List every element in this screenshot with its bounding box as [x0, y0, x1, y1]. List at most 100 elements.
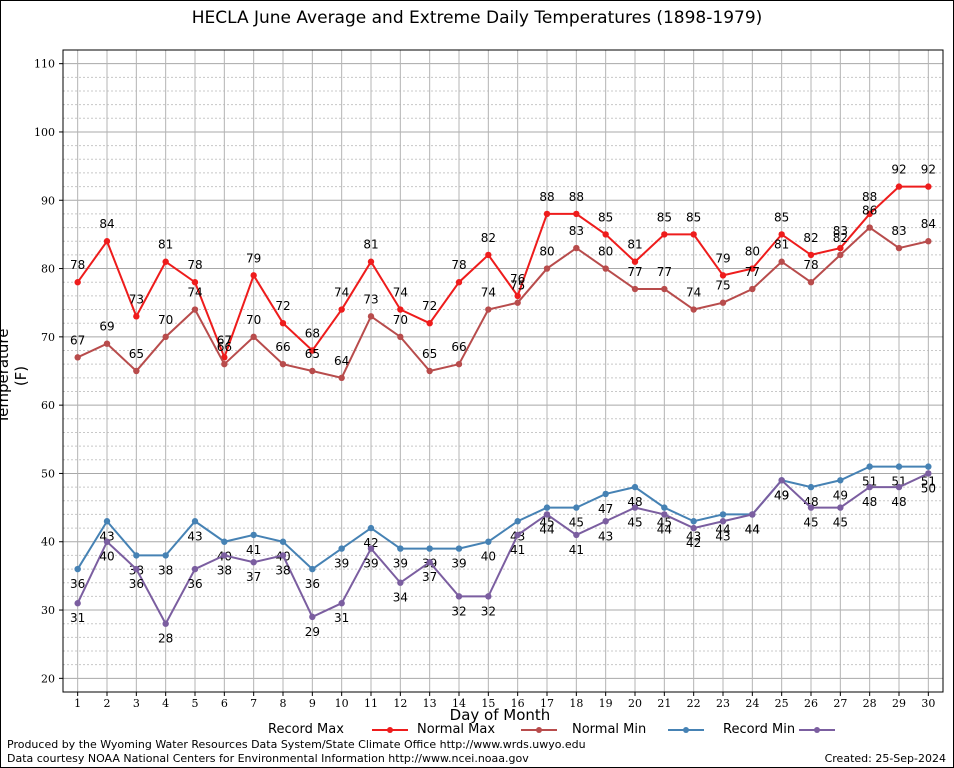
data-label: 92 [891, 163, 906, 177]
data-point [309, 347, 316, 354]
data-label: 38 [158, 563, 173, 577]
data-label: 48 [862, 495, 877, 509]
data-label: 36 [129, 577, 144, 591]
data-point [749, 285, 756, 293]
data-point [866, 224, 873, 231]
x-tick-label: 30 [921, 697, 935, 710]
data-label: 37 [246, 570, 261, 584]
data-label: 73 [363, 292, 378, 306]
data-point [925, 470, 932, 477]
data-label: 64 [334, 354, 349, 368]
data-point [162, 258, 169, 265]
y-tick-label: 50 [41, 467, 55, 480]
data-point [631, 258, 639, 265]
y-tick-label: 80 [41, 263, 55, 276]
x-tick-label: 12 [393, 697, 407, 710]
data-point [573, 210, 580, 218]
data-label: 45 [657, 516, 672, 530]
x-tick-label: 10 [335, 697, 349, 710]
data-label: 66 [451, 340, 466, 354]
series-line-normal-max [77, 226, 929, 379]
y-tick-label: 40 [41, 536, 55, 549]
data-label: 80 [745, 245, 760, 259]
data-point [631, 285, 639, 293]
data-point [191, 306, 199, 313]
data-label: 84 [921, 217, 936, 231]
data-label: 45 [627, 516, 642, 530]
data-label: 39 [451, 557, 466, 571]
data-label: 40 [99, 550, 114, 564]
data-label: 45 [833, 516, 848, 530]
data-point [426, 367, 433, 375]
data-label: 80 [598, 245, 613, 259]
data-point [807, 483, 815, 491]
data-point [573, 244, 580, 252]
data-point [543, 210, 551, 218]
data-point [162, 620, 169, 627]
data-point [895, 244, 903, 252]
data-point [367, 524, 375, 532]
data-label: 79 [246, 251, 261, 265]
data-point [397, 306, 404, 313]
x-tick-label: 21 [657, 697, 671, 710]
data-label: 51 [921, 475, 936, 489]
data-label: 31 [334, 611, 349, 625]
legend-normal-max-label: Normal Max [417, 722, 496, 737]
data-point [191, 565, 199, 573]
chart-title: HECLA June Average and Extreme Daily Tem… [191, 8, 763, 28]
data-point [485, 251, 492, 259]
data-point [690, 231, 697, 238]
data-point [191, 518, 199, 525]
legend-record-min-label: Record Min [723, 722, 796, 737]
data-point [543, 265, 551, 272]
data-point [778, 477, 785, 484]
data-point [895, 483, 903, 491]
data-label: 73 [129, 292, 144, 306]
data-point [162, 552, 169, 559]
data-label: 51 [862, 475, 877, 489]
data-point [103, 340, 111, 347]
data-label: 74 [187, 286, 202, 300]
data-point [661, 285, 668, 293]
x-tick-label: 5 [192, 697, 199, 710]
data-label: 42 [363, 536, 378, 550]
data-point [103, 538, 111, 545]
data-label: 41 [510, 543, 525, 557]
data-point [807, 279, 815, 286]
data-label: 78 [70, 258, 85, 272]
legend-normal-max-swatch [521, 727, 557, 733]
x-tick-label: 22 [687, 697, 701, 710]
data-label: 43 [99, 529, 114, 543]
data-label: 40 [481, 550, 496, 564]
data-point [661, 231, 668, 238]
data-label: 67 [70, 333, 85, 347]
y-tick-label: 90 [41, 194, 55, 207]
data-label: 34 [393, 591, 408, 605]
data-label: 44 [539, 522, 554, 536]
data-point [690, 306, 697, 313]
data-point [837, 504, 844, 511]
data-label: 85 [686, 210, 701, 224]
data-label: 31 [70, 611, 85, 625]
data-label: 88 [569, 190, 584, 204]
x-tick-label: 11 [364, 697, 378, 710]
data-point [455, 545, 463, 552]
data-point [866, 210, 873, 218]
data-label: 83 [569, 224, 584, 238]
data-point [719, 511, 727, 518]
series-line-normal-min [76, 465, 929, 571]
data-point [250, 272, 257, 279]
data-label: 29 [305, 625, 320, 639]
data-point [895, 463, 903, 470]
data-label: 44 [715, 522, 730, 536]
data-point [338, 306, 345, 313]
data-label: 88 [862, 190, 877, 204]
data-point [397, 333, 404, 341]
data-point [74, 354, 81, 361]
x-tick-label: 13 [423, 697, 437, 710]
data-label: 45 [569, 516, 584, 530]
data-label: 44 [657, 522, 672, 536]
data-label: 45 [539, 516, 554, 530]
plot-area-border [62, 49, 944, 693]
